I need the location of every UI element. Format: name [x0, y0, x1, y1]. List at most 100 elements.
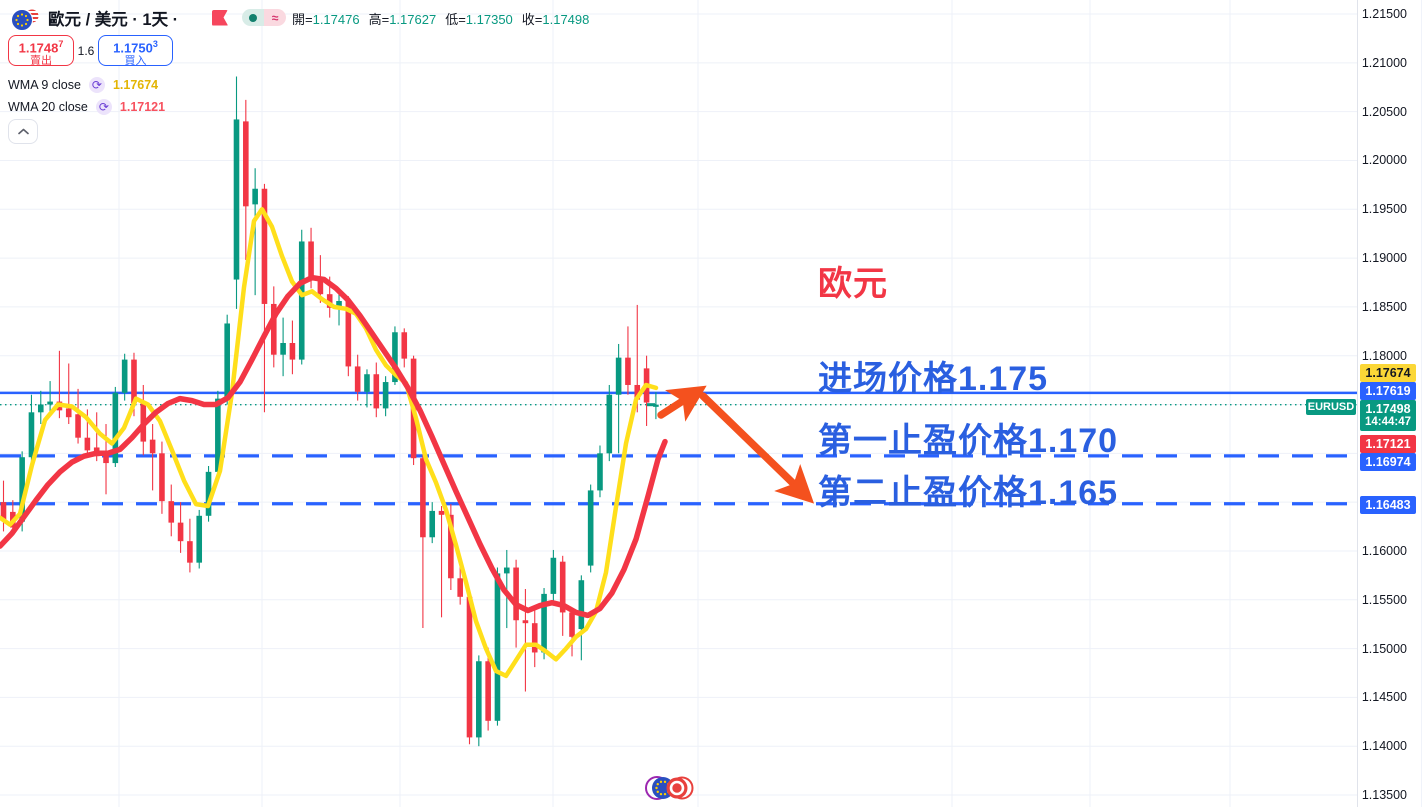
candle — [429, 502, 436, 544]
candle — [205, 466, 212, 522]
candle — [448, 504, 454, 590]
price-tick: 1.20500 — [1361, 104, 1407, 119]
candle — [0, 480, 7, 532]
tp2-price-badge: 1.16483 — [1360, 496, 1416, 514]
price-tick: 1.19000 — [1361, 251, 1407, 266]
candle — [354, 354, 361, 401]
low-value: 1.17350 — [465, 12, 513, 27]
price-tick: 1.20000 — [1361, 153, 1407, 168]
candle — [224, 314, 230, 405]
price-tick: 1.19500 — [1361, 202, 1407, 217]
indicator-row-wma9[interactable]: WMA 9 close ⟳ 1.17674 — [8, 76, 158, 94]
eurusd-pair-logo-icon — [8, 5, 40, 31]
bookmark-flag-icon[interactable] — [212, 9, 228, 26]
candle — [457, 564, 463, 605]
indicator-row-wma20[interactable]: WMA 20 close ⟳ 1.17121 — [8, 98, 165, 116]
candle — [559, 555, 566, 636]
entry-arrow[interactable] — [657, 385, 707, 422]
wma9-line[interactable] — [0, 207, 659, 679]
target-arrow[interactable] — [699, 392, 815, 504]
wma9-value: 1.17674 — [112, 78, 159, 92]
refresh-icon[interactable]: ⟳ — [95, 99, 112, 115]
price-axis[interactable]: 1.21500 1.21000 1.20500 1.20000 1.19500 1.190… — [1357, 0, 1425, 807]
candle — [233, 76, 240, 309]
ohlc-readout: 開=1.17476 高=1.17627 低=1.17350 收=1.17498 — [292, 9, 589, 28]
sell-button[interactable]: 1.17487 賣出 — [8, 35, 74, 68]
buy-label: 買入 — [124, 55, 147, 68]
candle — [149, 424, 156, 491]
candle — [75, 388, 81, 444]
candle — [270, 286, 277, 368]
open-label: 開= — [292, 12, 313, 27]
candle — [187, 518, 193, 573]
candle — [485, 647, 491, 731]
price-tick: 1.18000 — [1361, 348, 1407, 363]
wma20-value: 1.17121 — [119, 100, 166, 114]
axis-edge-divider — [1421, 0, 1422, 807]
price-tick: 1.13500 — [1361, 788, 1407, 802]
annotation-tp2-text[interactable]: 第二止盈价格1.165 — [818, 474, 1119, 512]
eurusd-pair-logo-watermark — [645, 776, 694, 800]
low-label: 低= — [445, 12, 466, 27]
sell-label: 賣出 — [30, 55, 52, 68]
candle — [625, 326, 631, 395]
symbol-tag: EURUSD — [1306, 399, 1356, 415]
candle — [177, 502, 184, 553]
candle — [569, 607, 575, 657]
candle — [420, 454, 426, 629]
candle — [121, 353, 128, 401]
candle — [401, 328, 408, 368]
candle — [653, 392, 659, 420]
buy-button[interactable]: 1.17503 買入 — [98, 35, 173, 68]
wma20-value-badge: 1.17121 — [1360, 435, 1416, 453]
candle — [196, 509, 203, 569]
candle — [578, 575, 585, 661]
candle — [615, 343, 622, 454]
symbol-title[interactable]: 歐元 / 美元 · 1天 · — [48, 11, 179, 29]
wma20-name: WMA 20 close — [8, 100, 88, 114]
price-tick: 1.15000 — [1361, 641, 1407, 656]
price-chart[interactable] — [0, 0, 1357, 807]
annotation-symbol-text[interactable]: 欧元 — [818, 265, 888, 303]
open-value: 1.17476 — [312, 12, 360, 27]
candle — [476, 655, 482, 747]
candle — [503, 549, 510, 629]
wma9-value-badge: 1.17674 — [1360, 364, 1416, 382]
candle — [531, 608, 538, 668]
tp1-price-badge: 1.16974 — [1360, 453, 1416, 471]
wma20-line[interactable] — [0, 274, 668, 619]
candle — [261, 183, 268, 413]
candle — [168, 484, 175, 537]
last-close-marker — [647, 403, 655, 407]
candle — [606, 384, 613, 462]
candle — [522, 589, 529, 692]
collapse-legend-button[interactable] — [8, 119, 38, 144]
refresh-icon[interactable]: ⟳ — [88, 77, 105, 93]
candle — [466, 591, 473, 745]
price-tick: 1.21500 — [1361, 7, 1407, 21]
candle — [252, 168, 258, 296]
symbol-header[interactable]: 歐元 / 美元 · 1天 · — [8, 5, 179, 31]
candle — [243, 99, 249, 261]
candle — [541, 588, 547, 660]
candle — [382, 376, 389, 417]
candle — [112, 386, 119, 467]
candle — [37, 390, 44, 425]
candle — [28, 394, 35, 464]
candle — [438, 506, 445, 618]
candle — [65, 363, 72, 425]
price-tick: 1.14500 — [1361, 690, 1407, 705]
spread-value: 1.6 — [77, 43, 95, 58]
candle — [597, 445, 603, 498]
candle — [494, 567, 501, 726]
candle — [373, 362, 380, 418]
close-label: 收= — [521, 12, 543, 27]
annotation-entry-text[interactable]: 进场价格1.175 — [818, 360, 1049, 398]
entry-price-badge: 1.17619 — [1360, 382, 1416, 400]
market-status-pill[interactable]: ≈ — [242, 9, 286, 26]
market-open-dot-icon — [249, 13, 257, 22]
annotation-tp1-text[interactable]: 第一止盈价格1.170 — [818, 422, 1119, 460]
candle — [587, 484, 594, 573]
candle — [364, 369, 370, 408]
wma9-name: WMA 9 close — [8, 78, 81, 92]
